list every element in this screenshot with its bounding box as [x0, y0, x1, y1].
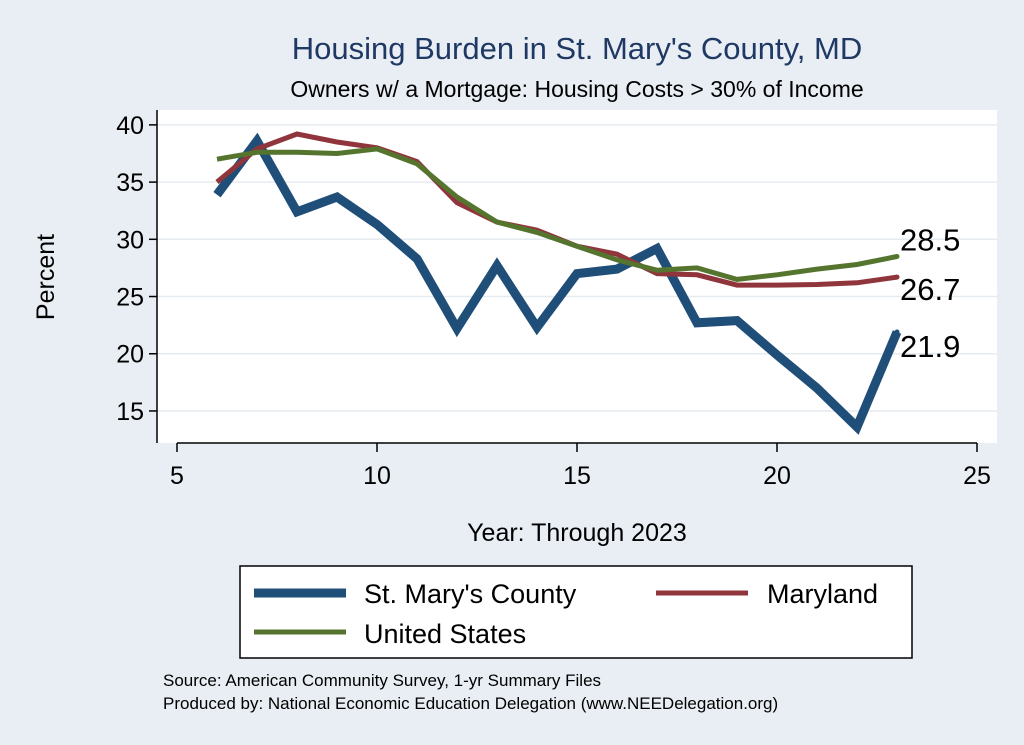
legend-label-maryland: Maryland: [767, 579, 878, 609]
x-axis-title: Year: Through 2023: [467, 519, 687, 547]
y-tick-label: 30: [116, 226, 144, 254]
axes: 15 20 25 30 35 40 5 10 15 20 25: [116, 110, 991, 490]
producer-note: Produced by: National Economic Education…: [163, 694, 778, 713]
series-line-st-marys: [213, 132, 902, 435]
x-tick-label: 20: [763, 462, 791, 490]
chart-subtitle: Owners w/ a Mortgage: Housing Costs > 30…: [290, 76, 863, 102]
y-tick-label: 25: [116, 284, 144, 312]
legend: St. Mary's County Maryland United States: [239, 565, 913, 659]
end-marker-united-states: [894, 253, 900, 259]
end-labels: 21.9 26.7 28.5: [900, 222, 960, 364]
end-marker-maryland: [894, 274, 900, 280]
legend-label-united-states: United States: [364, 619, 526, 649]
y-tick-label: 20: [116, 341, 144, 369]
source-note: Source: American Community Survey, 1-yr …: [163, 671, 601, 690]
y-axis-title: Percent: [32, 234, 60, 320]
series-line-united-states: [216, 146, 898, 282]
legend-label-st-marys: St. Mary's County: [364, 579, 577, 609]
x-tick-label: 15: [563, 462, 591, 490]
end-label-maryland: 26.7: [900, 272, 960, 307]
legend-box: [239, 565, 913, 659]
gridlines: [157, 124, 997, 412]
y-tick-label: 35: [116, 169, 144, 197]
y-tick-label: 15: [116, 398, 144, 426]
y-tick-label: 40: [116, 112, 144, 140]
x-tick-label: 10: [363, 462, 391, 490]
series-layer: [213, 131, 902, 435]
x-tick-label: 25: [963, 462, 991, 490]
end-label-united-states: 28.5: [900, 222, 960, 257]
end-label-st-marys: 21.9: [900, 329, 960, 364]
chart-title: Housing Burden in St. Mary's County, MD: [292, 31, 862, 66]
x-tick-label: 5: [170, 462, 184, 490]
end-marker-st-marys: [894, 329, 900, 335]
